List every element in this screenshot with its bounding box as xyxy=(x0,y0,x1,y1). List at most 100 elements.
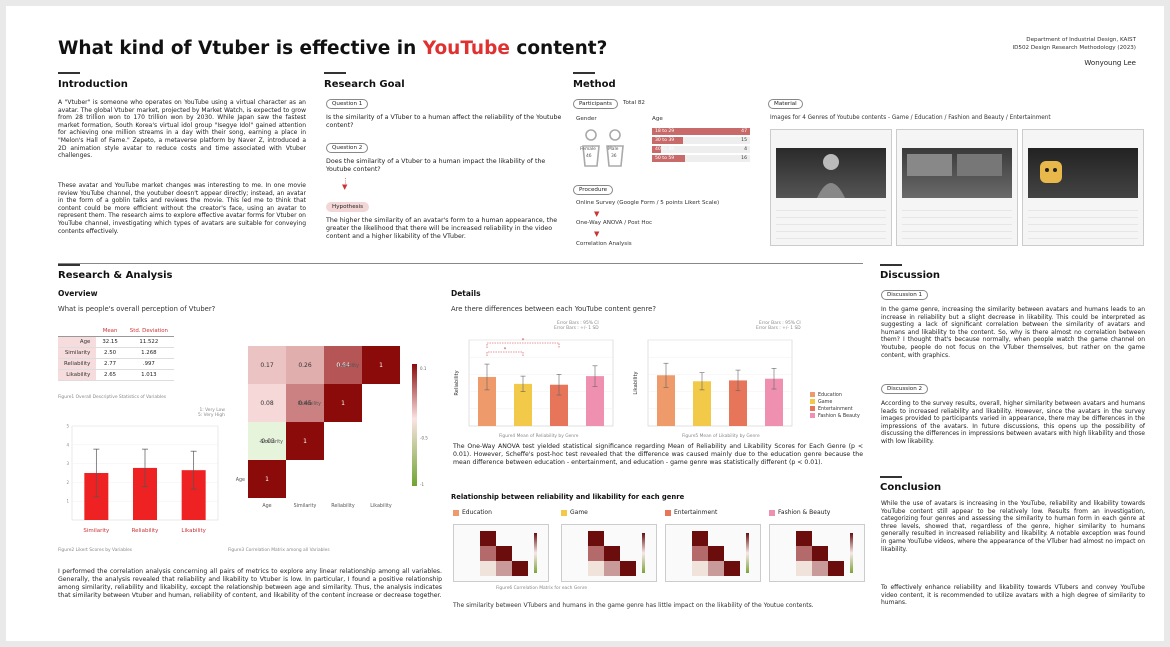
likability-genre-chart: Likability xyxy=(633,339,793,427)
legend-item: Entertainment xyxy=(810,406,860,413)
genre-matrix-thumbnail xyxy=(769,524,865,582)
colorbar xyxy=(412,364,417,486)
question-1-pill: Question 1 xyxy=(326,99,369,109)
intro-heading: Introduction xyxy=(58,79,128,90)
table-cell: 1.013 xyxy=(123,369,174,381)
matrix-cell xyxy=(588,546,604,561)
cell-value: 0.17 xyxy=(260,362,274,369)
y-tick-label: 2 xyxy=(66,480,69,485)
table-cell: Age xyxy=(58,336,97,348)
age-bar-fill xyxy=(652,155,686,162)
matrix-cell xyxy=(828,561,844,576)
genre-swatch xyxy=(453,509,459,516)
x-tick-label: Reliability xyxy=(132,528,160,534)
table-cell: .997 xyxy=(123,358,174,370)
legend-swatch xyxy=(810,406,815,411)
correlation-matrix: 1 1 1 1 -0.03 0.08 0.45 0.17 0.26 0.64 Age Age Simil… xyxy=(236,346,428,509)
section-rule xyxy=(573,72,595,74)
descriptive-table-wrap: Mean Std. Deviation Age 32.15 11.522 Similar… xyxy=(58,326,174,381)
y-axis-label: Similarity xyxy=(260,439,283,445)
male-label: Male xyxy=(608,147,619,152)
genre-matrix-thumbnail xyxy=(561,524,657,582)
bar xyxy=(478,376,496,426)
poster: What kind of Vtuber is effective in YouT… xyxy=(6,6,1164,641)
matrix-cell xyxy=(796,546,812,561)
bar xyxy=(657,375,675,426)
anova-paragraph: The One-Way ANOVA test yielded statistic… xyxy=(453,443,863,466)
male-count: 36 xyxy=(611,154,617,159)
y-tick-label: 3 xyxy=(66,461,69,466)
table-cell: 2.50 xyxy=(96,347,124,359)
matrix-cell xyxy=(708,561,724,576)
table-row: Age 32.15 11.522 xyxy=(58,336,174,348)
participants-pill: Participants xyxy=(573,99,618,109)
matrix-colorbar xyxy=(642,533,645,573)
reliability-genre-chart: Reliability * * xyxy=(454,338,614,427)
table-row: Reliability 2.77.997 xyxy=(58,358,174,370)
legend-swatch xyxy=(810,413,815,418)
x-tick-label: Likability xyxy=(181,528,206,534)
matrix-cell xyxy=(708,546,724,561)
heatmap-cell xyxy=(248,422,286,460)
heatmap-cell xyxy=(286,384,324,422)
age-bar-value: 15 xyxy=(741,138,747,143)
details-heading: Details xyxy=(451,289,481,298)
genre-matrix-thumbnail xyxy=(453,524,549,582)
avatar-cartoon-icon xyxy=(1040,161,1062,183)
x-axis-label: Similarity xyxy=(294,503,317,509)
matrix-cell xyxy=(796,531,812,546)
age-bar-fill xyxy=(652,137,684,144)
legend-label: Education xyxy=(818,393,842,398)
bar xyxy=(586,376,604,426)
section-rule xyxy=(58,72,80,74)
overview-heading: Overview xyxy=(58,289,98,298)
matrix-cell xyxy=(496,561,512,576)
matrix-cell xyxy=(604,561,620,576)
discussion-1-text: In the game genre, increasing the simila… xyxy=(881,306,1145,359)
section-rule xyxy=(880,264,902,266)
age-bar-value: 4 xyxy=(744,147,747,152)
table-cell: Similarity xyxy=(58,347,97,359)
table-cell: 2.77 xyxy=(96,358,124,370)
y-axis-label: Reliability xyxy=(298,401,322,407)
matrix-cell xyxy=(812,546,828,561)
material-image-3 xyxy=(1022,129,1144,246)
female-count: 46 xyxy=(586,154,592,159)
genre-label: Education xyxy=(462,509,492,516)
colorbar-tick: 0.1 xyxy=(420,366,427,371)
heatmap-cell xyxy=(248,460,286,498)
matrix-cell xyxy=(588,561,604,576)
age-bar-value: 47 xyxy=(741,129,747,134)
figure-4-caption: Figure4 Mean of Reliability by Genre xyxy=(499,434,579,439)
table-cell: Likability xyxy=(58,369,97,381)
heatmap-cell xyxy=(248,384,286,422)
x-tick-label: Similarity xyxy=(83,528,110,534)
participants-total: Total 82 xyxy=(623,100,645,106)
conclusion-paragraph-2: To effectively enhance reliability and l… xyxy=(881,584,1145,607)
genre-legend: Education Game Entertainment Fashion & Beau… xyxy=(810,392,860,420)
matrix-cell xyxy=(480,546,496,561)
matrix-cell xyxy=(812,561,828,576)
legend-swatch xyxy=(810,392,815,397)
details-question: Are there differences between each YouTu… xyxy=(451,305,656,313)
matrix-cell xyxy=(692,546,708,561)
heatmap-cell xyxy=(362,346,400,384)
discussion-1-pill: Discussion 1 xyxy=(881,290,929,300)
x-axis-label: Age xyxy=(262,503,271,509)
age-bar-label: 40 to 49 xyxy=(655,147,675,152)
table-cell: 1.268 xyxy=(123,347,174,359)
matrix-colorbar xyxy=(746,533,749,573)
likert-bar-chart: 1 2 3 4 5 Similarity Reliability Likability xyxy=(66,424,219,534)
intro-paragraph-2: These avatar and YouTube market changes … xyxy=(58,182,306,235)
analysis-heading: Research & Analysis xyxy=(58,270,173,281)
legend-label: Fashion & Beauty xyxy=(818,414,860,419)
age-label: Age xyxy=(652,116,663,122)
significance-star: * xyxy=(504,347,507,353)
bar xyxy=(550,384,568,426)
cell-value: 1 xyxy=(303,438,307,445)
down-arrow-icon: ▼ xyxy=(594,210,600,218)
cell-value: 0.26 xyxy=(298,362,312,369)
age-bar-label: 30 to 39 xyxy=(655,138,675,143)
matrix-cell xyxy=(512,561,528,576)
genre-chip: Education xyxy=(453,509,492,516)
